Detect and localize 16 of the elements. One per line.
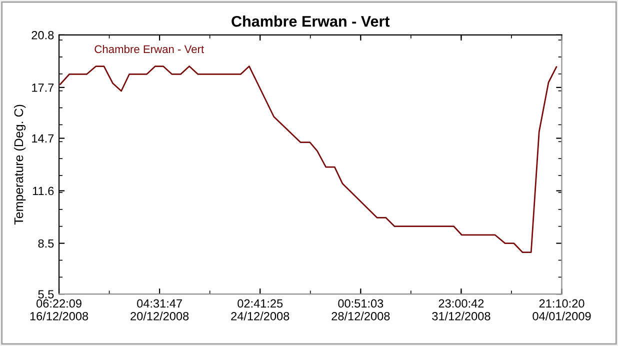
x-tick-label: 06:22:09 16/12/2008 [30,299,88,320]
y-tick-label: 20.8 [32,30,54,40]
y-tick-label: 17.7 [32,84,54,92]
y-tick-label: 5.5 [38,290,54,298]
series-label: Chambre Erwan - Vert [94,44,204,54]
x-tick-label: 21:10:20 04/01/2009 [532,299,591,320]
x-tick-label: 02:41:25 24/12/2008 [231,299,290,320]
line-series [60,66,558,253]
y-tick-label: 14.7 [32,134,54,143]
y-axis-title: Temperature (Deg. C) [14,104,26,225]
y-tick-label: 8.5 [38,239,54,248]
x-tick-label: 04:31:47 20/12/2008 [130,299,189,320]
y-tick-label: 11.6 [32,186,54,196]
x-tick-label: 00:51:03 28/12/2008 [332,299,390,320]
x-tick-label: 23:00:42 31/12/2008 [432,299,490,320]
chart-title: Chambre Erwan - Vert [232,16,390,27]
